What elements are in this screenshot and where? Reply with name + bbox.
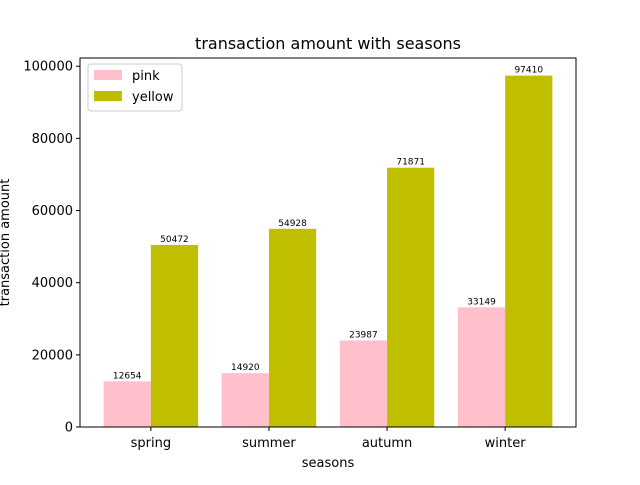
bar-pink-autumn — [339, 340, 388, 427]
legend: pink yellow — [87, 63, 183, 112]
plot-area: 12654 14920 23987 33149 50472 54928 71871 97410… — [23, 60, 553, 451]
bar-pink-spring — [103, 381, 151, 427]
axes-frame — [79, 57, 577, 428]
x-tick-label: summer — [242, 436, 296, 451]
x-tick-label: spring — [131, 436, 171, 451]
y-tick-label: 0 — [65, 421, 73, 436]
y-tick-label: 80000 — [32, 132, 73, 147]
y-tick-label: 100000 — [23, 60, 73, 75]
chart-title: transaction amount with seasons — [195, 34, 461, 53]
bar-yellow-autumn — [387, 167, 435, 428]
data-label-yellow-spring: 50472 — [160, 235, 189, 245]
data-label-pink-summer: 14920 — [231, 363, 260, 373]
x-tick-label: autumn — [362, 436, 412, 451]
data-label-yellow-summer: 54928 — [278, 219, 307, 229]
bar-pink-winter — [457, 307, 506, 427]
data-label-pink-autumn: 23987 — [349, 330, 378, 340]
bar-pink-summer — [221, 373, 269, 427]
bar-yellow-spring — [150, 244, 199, 427]
legend-swatch-pink — [94, 70, 122, 80]
x-axis-label: seasons — [302, 456, 355, 471]
y-tick-label: 60000 — [32, 204, 73, 219]
data-label-pink-spring: 12654 — [113, 371, 142, 381]
data-label-yellow-autumn: 71871 — [396, 158, 425, 168]
y-axis-label: transaction amount — [0, 179, 13, 307]
bar-yellow-winter — [505, 75, 553, 427]
legend-swatch-yellow — [94, 91, 122, 101]
legend-label-pink: pink — [132, 69, 160, 84]
legend-label-yellow: yellow — [132, 90, 174, 105]
data-label-pink-winter: 33149 — [467, 297, 496, 307]
bar-yellow-summer — [268, 228, 317, 427]
x-tick-label: winter — [485, 436, 527, 451]
y-tick-label: 20000 — [32, 348, 73, 363]
y-tick-label: 40000 — [32, 276, 73, 291]
data-label-yellow-winter: 97410 — [514, 66, 543, 76]
